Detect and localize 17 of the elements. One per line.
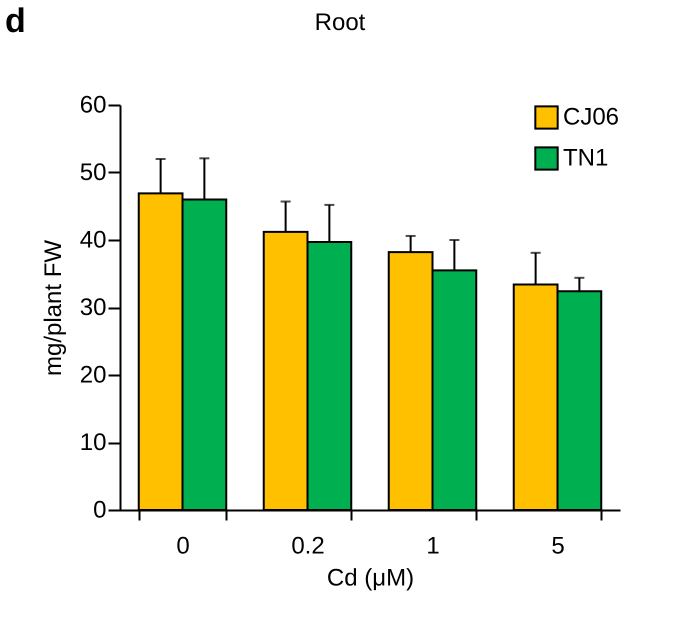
x-axis-title: Cd (μM) [326,564,414,592]
legend-label: CJ06 [563,104,620,130]
y-tick-label: 0 [93,496,106,524]
y-tick-label: 40 [80,226,106,254]
chart-title: Root [314,9,366,36]
y-tick-label: 50 [80,159,106,186]
y-tick-label: 60 [80,92,106,118]
y-tick-label: 10 [80,429,106,456]
x-tick-label: 0 [176,532,190,560]
x-tick-label: 5 [551,532,565,560]
legend-label: TN1 [563,144,608,172]
text: d [5,2,26,40]
x-tick-label: 1 [426,532,440,560]
x-tick-label: 0.2 [291,532,325,560]
y-tick-label: 20 [80,362,106,388]
y-tick-label: 30 [80,294,106,321]
y-axis-title: mg/plant FW [40,240,67,376]
